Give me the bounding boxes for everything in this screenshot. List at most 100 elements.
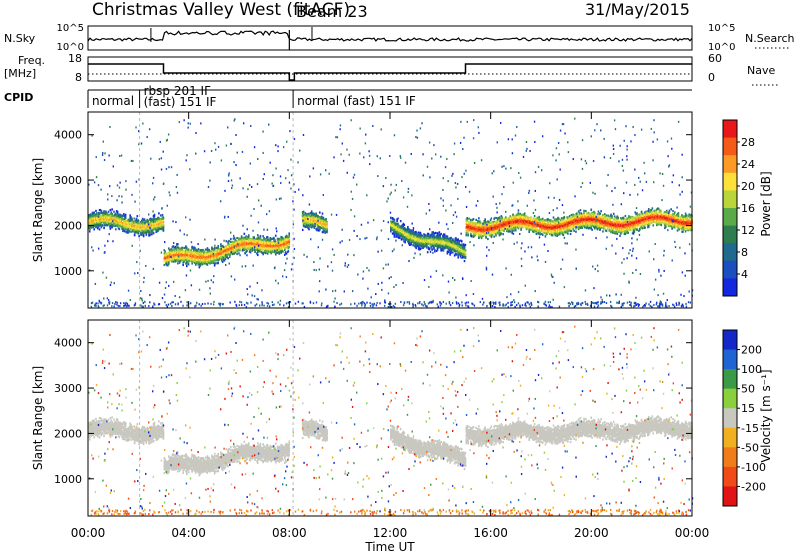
power-echo-cell	[114, 213, 116, 216]
power-echo-cell	[310, 211, 313, 214]
power-echo-cell	[100, 218, 103, 221]
power-echo-cell	[235, 248, 238, 251]
power-echo-cell	[207, 250, 210, 253]
power-echo-cell	[176, 256, 178, 259]
power-echo-cell	[418, 241, 421, 244]
power-echo-cell	[142, 227, 145, 230]
power-echo-cell	[285, 235, 288, 238]
power-echo-cell	[446, 252, 449, 255]
power-echo-cell	[473, 224, 476, 227]
power-echo-cell	[185, 258, 187, 262]
power-echo-cell	[407, 240, 410, 243]
power-echo-cell	[231, 246, 234, 249]
power-echo-cell	[165, 257, 167, 260]
power-echo-cell	[274, 248, 277, 252]
power-echo-cell	[459, 253, 461, 256]
power-echo-cell	[167, 264, 169, 267]
power-echo-cell	[205, 262, 208, 266]
power-echo-cell	[442, 239, 444, 242]
power-echo-cell	[310, 217, 313, 220]
power-echo-cell	[221, 255, 224, 259]
power-echo-cell	[113, 224, 115, 228]
power-echo-cell	[93, 211, 95, 214]
power-echo-cell	[252, 237, 255, 241]
power-echo-cell	[148, 232, 150, 235]
power-echo-cell	[466, 224, 468, 227]
power-echo-cell	[285, 252, 288, 255]
power-echo-cell	[257, 239, 260, 243]
power-echo-cell	[283, 244, 285, 247]
power-echo-cell	[216, 262, 219, 265]
power-echo-cell	[469, 223, 471, 226]
power-echo-cell	[114, 214, 117, 218]
power-echo-cell	[186, 260, 189, 263]
power-echo-cell	[253, 248, 255, 251]
power-echo-cell	[261, 247, 264, 250]
power-echo-cell	[96, 227, 99, 230]
power-echo-cell	[217, 249, 220, 252]
power-echo-cell	[229, 248, 231, 251]
power-echo-cell	[222, 256, 225, 259]
power-echo-cell	[220, 257, 222, 260]
power-echo-cell	[229, 253, 231, 257]
power-echo-cell	[314, 224, 317, 227]
power-echo-cell	[88, 217, 91, 220]
power-echo-cell	[219, 252, 221, 255]
power-echo-cell	[396, 218, 398, 221]
power-echo-cell	[230, 248, 233, 251]
power-echo-cell	[447, 241, 450, 245]
power-echo-cell	[412, 237, 415, 240]
power-echo-cell	[272, 247, 274, 251]
cpid-mode-markers	[87, 90, 294, 108]
power-echo-cell	[265, 245, 268, 248]
power-echo-cell	[239, 240, 242, 244]
power-echo-cell	[206, 249, 209, 252]
power-echo-cell	[451, 246, 453, 249]
power-echo-cell	[150, 219, 153, 222]
power-echo-cell	[317, 223, 319, 227]
power-echo-cell	[173, 246, 175, 249]
nsky-panel: N.Sky 10^5 10^0 10^5 10^0 N.Search	[4, 23, 795, 53]
power-echo-cell	[470, 227, 473, 230]
power-echo-cell	[130, 219, 132, 222]
power-echo-cell	[413, 240, 415, 243]
power-echo-cell	[446, 241, 449, 244]
power-echo-cell	[230, 243, 233, 246]
power-echo-cell	[109, 227, 112, 230]
power-echo-cell	[452, 243, 455, 246]
power-echo-cell	[451, 240, 453, 243]
power-echo-cell	[133, 222, 136, 225]
power-echo-cell	[438, 231, 441, 234]
power-echo-cell	[98, 208, 101, 212]
power-echo-cell	[317, 221, 319, 224]
power-echo-cell	[192, 250, 194, 254]
power-echo-cell	[259, 249, 262, 252]
power-echo-cell	[460, 249, 462, 252]
power-echo-cell	[98, 220, 101, 223]
power-echo-cell	[471, 221, 474, 224]
power-echo-cell	[419, 239, 422, 243]
power-echo-cell	[129, 226, 131, 229]
power-echo-cell	[105, 218, 108, 221]
power-echo-cell	[131, 221, 133, 225]
power-echo-cell	[192, 259, 194, 262]
power-echo-cell	[393, 218, 396, 221]
power-echo-cell	[203, 253, 206, 256]
power-echo-cell	[137, 219, 140, 222]
power-echo-cell	[431, 245, 433, 248]
power-echo-cell	[417, 233, 420, 236]
power-echo-cell	[193, 254, 195, 257]
power-echo-cell	[412, 231, 415, 234]
power-echo-cell	[302, 216, 305, 219]
power-echo-cell	[275, 241, 278, 245]
power-echo-cell	[322, 220, 325, 223]
power-echo-cell	[398, 225, 400, 228]
power-echo-cell	[316, 217, 318, 220]
power-echo-cell	[418, 238, 421, 241]
power-echo-cell	[404, 227, 406, 231]
power-echo-cell	[163, 254, 166, 257]
power-echo-cell	[224, 245, 227, 248]
power-echo-cell	[98, 216, 101, 219]
power-echo-cell	[208, 256, 211, 259]
power-echo-cell	[149, 229, 151, 232]
